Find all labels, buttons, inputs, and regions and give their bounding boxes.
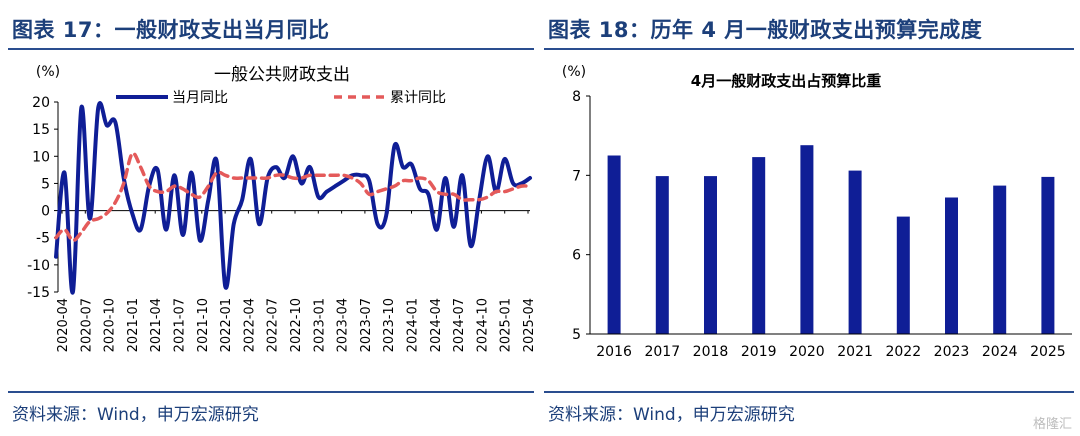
bar-chart-x-tick-label: 2021 [837,344,873,360]
line-chart-x-tick-label: 2024-07 [452,298,467,352]
line-chart-x-tick-label: 2024-10 [475,298,490,352]
bar-chart-x-tick-label: 2019 [741,344,777,360]
line-chart-x-tick-label: 2025-01 [499,298,514,352]
left-source-note: 资料来源：Wind，申万宏源研究 [12,405,259,425]
bar-chart-ylabel: (%) [562,64,586,80]
bar-chart-bars [607,145,1055,334]
bar-2016 [607,155,621,334]
bar-chart-y-tick-label: 6 [572,248,581,264]
bar-chart-x-tick-label: 2025 [1030,344,1066,360]
bar-2024 [993,185,1007,334]
bar-2019 [752,157,766,334]
bar-chart-x-tick-label: 2016 [596,344,632,360]
bar-chart-title: 4月一般财政支出占预算比重 [691,72,881,90]
bar-chart-y-axis: 5 6 7 8 [572,89,591,343]
line-chart-y-tick-label: -15 [27,285,50,301]
bar-chart-x-tick-label: 2023 [934,344,970,360]
line-chart-y-tick-label: -5 [36,231,50,247]
line-chart-x-tick-label: 2022-04 [242,298,257,352]
bar-2025 [1041,176,1055,334]
line-chart-series [54,101,532,295]
bar-chart-x-tick-label: 2017 [644,344,680,360]
left-figure-title: 图表 17：一般财政支出当月同比 [12,18,330,42]
right-title-divider [544,48,1074,50]
line-chart-x-tick-label: 2023-01 [312,298,327,352]
line-chart-y-tick-label: 10 [32,149,50,165]
bar-chart-x-tick-label: 2024 [982,344,1018,360]
bar-chart-y-tick-label: 8 [572,89,581,105]
left-source-divider [8,391,534,393]
series-line-cumulative-yoy [54,151,532,243]
right-source-note: 资料来源：Wind，申万宏源研究 [548,405,795,425]
bar-chart-x-tick-label: 2018 [693,344,729,360]
line-chart-x-tick-label: 2021-04 [149,298,164,352]
line-chart-x-tick-label: 2024-04 [429,298,444,352]
bar-2023 [945,197,958,334]
legend-label-monthly: 当月同比 [172,90,228,106]
bar-chart-x-tick-label: 2022 [885,344,921,360]
bar-2017 [655,176,669,334]
line-chart-x-tick-label: 2021-01 [126,298,141,352]
line-chart-y-tick-label: 20 [32,95,50,111]
bar-chart-y-tick-label: 7 [572,168,581,184]
line-chart-x-tick-label: 2020-10 [103,298,118,352]
line-chart-ylabel: (%) [36,64,60,80]
line-chart-x-tick-label: 2023-07 [359,298,374,352]
line-chart-x-tick-label: 2022-07 [266,298,281,352]
bar-chart-y-tick-label: 5 [572,327,581,343]
line-chart-x-tick-label: 2024-01 [406,298,421,352]
line-chart-x-axis: 2020-04 2020-07 2020-10 2021-01 2021-04 2021-… [56,210,537,352]
line-chart-y-tick-label: 5 [41,176,50,192]
line-chart-x-tick-label: 2022-10 [289,298,304,352]
line-chart-x-tick-label: 2023-10 [382,298,397,352]
line-chart-title: 一般公共财政支出 [214,65,350,85]
bar-chart-x-tick-label: 2020 [789,344,825,360]
line-chart-x-tick-label: 2020-04 [56,298,71,352]
bar-2020 [800,145,814,334]
line-chart-x-tick-label: 2021-07 [173,298,188,352]
line-chart-x-tick-label: 2023-04 [336,298,351,352]
line-chart-x-tick-label: 2021-10 [196,298,211,352]
bar-chart-x-axis: 2016 2017 2018 2019 2020 2021 2022 2023 2024 2025 [590,333,1072,360]
left-panel: 图表 17：一般财政支出当月同比 (%) 一般公共财政支出 当月同比 累计同比 … [8,18,537,425]
bar-2022 [896,216,910,334]
line-chart-x-tick-label: 2022-01 [219,298,234,352]
line-chart-x-tick-label: 2020-07 [79,298,94,352]
right-panel: 图表 18：历年 4 月一般财政支出预算完成度 (%) 4月一般财政支出占预算比… [540,0,1080,436]
bar-2021 [848,170,862,334]
watermark-logo: 格隆汇 [1032,417,1072,432]
line-chart-x-tick-label: 2025-04 [522,298,537,352]
line-chart-y-axis: -15 -10 -5 0 5 10 15 20 [27,95,59,301]
left-title-divider [8,48,534,50]
bar-2018 [704,176,717,334]
line-chart-y-tick-label: 15 [32,122,50,138]
right-source-divider [544,391,1074,393]
right-figure-title: 图表 18：历年 4 月一般财政支出预算完成度 [548,18,983,42]
line-chart: (%) 一般公共财政支出 当月同比 累计同比 -15-10-505101520 … [27,64,537,352]
line-chart-y-tick-label: -10 [27,258,50,274]
legend-label-cumulative: 累计同比 [390,90,446,106]
line-chart-y-tick-label: 0 [41,204,50,220]
